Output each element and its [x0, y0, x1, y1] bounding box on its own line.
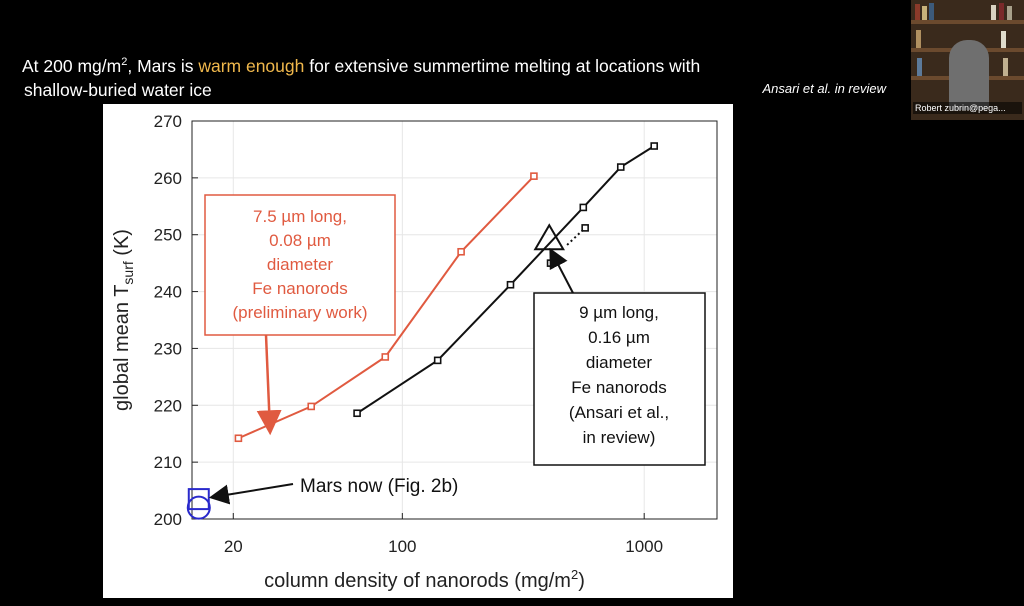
book: [915, 4, 920, 20]
plot-frame: [191, 120, 718, 520]
black-annotation-box: [533, 292, 706, 466]
y-tick-label: 270: [154, 112, 182, 131]
data-point: [353, 409, 361, 418]
slide-headline: At 200 mg/m2, Mars is warm enough for ex…: [22, 50, 892, 102]
headline-sup: 2: [121, 56, 128, 68]
mars-now-square-marker: [187, 488, 210, 511]
data-point: [307, 402, 316, 411]
plot-panel: 200 210 220 230 240 250 260 270 20 100 1000 global …: [103, 104, 733, 598]
data-point: [234, 434, 243, 443]
series-line-1: [356, 145, 655, 415]
book: [1003, 58, 1008, 76]
bookshelf-shelf: [911, 20, 1024, 24]
book: [1001, 31, 1006, 48]
temperature-chart: 200 210 220 230 240 250 260 270 20 100 1000 global …: [111, 112, 718, 592]
y-tick-label: 210: [154, 453, 182, 472]
book: [917, 58, 922, 76]
red-annotation-arrow: [256, 334, 282, 436]
dotted-segment: [566, 227, 586, 246]
data-point: [650, 142, 659, 150]
citation: Ansari et al. in review: [762, 81, 886, 96]
x-tick-label: 20: [224, 537, 243, 556]
red-annotation-box: [204, 194, 396, 336]
book: [991, 5, 996, 20]
black-annotation-text: (Ansari et al.,: [569, 403, 669, 422]
data-point: [616, 163, 625, 171]
y-tick-label: 220: [154, 396, 182, 415]
data-point: [579, 203, 588, 212]
mars-now-circle-marker: [186, 495, 211, 520]
black-annotation-text: in review): [583, 428, 656, 447]
x-tick-label: 100: [388, 537, 416, 556]
data-point: [457, 247, 465, 256]
participant-video-tile[interactable]: Robert zubrin@pega...: [911, 0, 1024, 120]
x-axis-label: column density of nanorods (mg/m2): [264, 567, 585, 592]
participant-name-label: Robert zubrin@pega...: [913, 102, 1022, 114]
y-tick-label: 250: [154, 226, 182, 245]
mars-now-arrow: [208, 483, 294, 505]
red-annotation-text: 0.08 µm: [269, 231, 331, 250]
triangle-marker: [533, 223, 565, 251]
y-axis-label: global mean Tsurf (K): [111, 229, 136, 411]
data-point-extra: [581, 224, 589, 232]
headline-highlight: warm enough: [198, 55, 305, 76]
headline-mid: , Mars is: [127, 55, 199, 76]
headline-line2: shallow-buried water ice: [24, 79, 212, 100]
black-annotation-arrow: [549, 247, 574, 294]
y-tick-label: 240: [154, 283, 182, 302]
participant-figure: [949, 40, 989, 110]
data-point-extra: [546, 259, 555, 267]
red-annotation-text: Fe nanorods: [252, 279, 347, 298]
black-annotation-text: Fe nanorods: [571, 378, 666, 397]
data-point: [530, 172, 538, 180]
red-annotation-text: 7.5 µm long,: [253, 207, 347, 226]
book: [999, 3, 1004, 20]
y-tick-label: 200: [154, 510, 182, 529]
data-point: [506, 280, 515, 289]
book: [1007, 6, 1012, 20]
data-point: [433, 356, 442, 365]
black-annotation-text: diameter: [586, 353, 652, 372]
book: [916, 30, 921, 48]
y-tick-label: 260: [154, 169, 182, 188]
book: [929, 3, 934, 20]
x-tick-label: 1000: [625, 537, 663, 556]
red-annotation-text: diameter: [267, 255, 333, 274]
mars-now-label: Mars now (Fig. 2b): [300, 476, 458, 497]
data-point: [381, 353, 390, 361]
black-annotation-text: 0.16 µm: [588, 328, 650, 347]
y-tick-label: 230: [154, 339, 182, 358]
headline-pre: At 200 mg/m: [22, 55, 122, 76]
headline-post: for extensive summertime melting at loca…: [304, 55, 701, 76]
book: [922, 6, 927, 20]
red-annotation-text: (preliminary work): [232, 303, 367, 322]
black-annotation-text: 9 µm long,: [579, 303, 659, 322]
